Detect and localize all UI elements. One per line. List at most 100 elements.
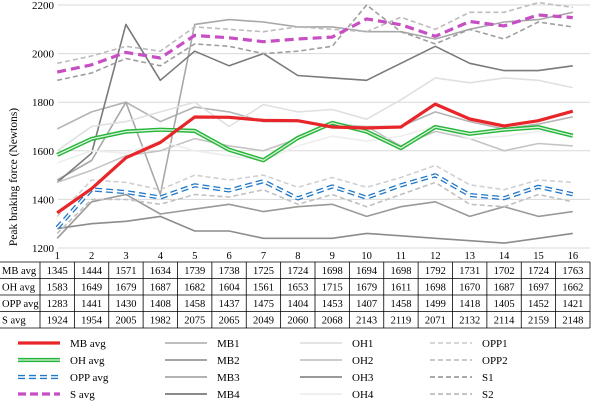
- legend-item-oh-avg: OH avg: [18, 355, 105, 367]
- table-cell: 1418: [459, 299, 480, 310]
- table-row-label: OPP avg: [2, 299, 39, 310]
- table-cell: 1679: [115, 283, 136, 294]
- series-line-mb4: [56, 23, 573, 184]
- y-axis-label: Peak braking force (Newtons): [8, 108, 20, 246]
- table-cell: 1649: [81, 283, 102, 294]
- table-cell: 1763: [562, 266, 583, 277]
- series-line-s2: [57, 1, 573, 65]
- table-cell: 1404: [287, 299, 309, 310]
- legend-item-oh1: OH1: [300, 338, 373, 350]
- table-cell: 1604: [219, 283, 241, 294]
- table-cell: 1441: [81, 299, 102, 310]
- x-tick-label: 14: [499, 251, 510, 262]
- series-line-opp1: [56, 164, 573, 217]
- table-cell: 1571: [115, 266, 136, 277]
- table-cell: 1982: [150, 316, 171, 327]
- average-series-lines: [55, 13, 574, 230]
- table-cell: 1430: [115, 299, 136, 310]
- y-tick-label: 1600: [32, 146, 55, 158]
- legend-label: OH1: [352, 338, 373, 350]
- x-tick-label: 4: [158, 251, 164, 262]
- table-cell: 1792: [425, 266, 446, 277]
- series-line-oh1: [56, 77, 573, 152]
- table-cell: 2132: [459, 316, 480, 327]
- x-tick-label: 2: [89, 251, 94, 262]
- x-tick-label: 8: [295, 251, 300, 262]
- table-cell: 1694: [356, 266, 378, 277]
- table-row-label: MB avg: [2, 266, 37, 277]
- table-cell: 1499: [425, 299, 446, 310]
- legend-item-oh3: OH3: [300, 372, 374, 384]
- table-cell: 1407: [356, 299, 377, 310]
- x-tick-label: 1: [55, 251, 60, 262]
- table-cell: 1345: [47, 266, 68, 277]
- table-cell: 2075: [184, 316, 205, 327]
- series-line-oh3: [57, 215, 573, 244]
- series-line-oh-avg: [56, 122, 573, 162]
- legend-item-oh2: OH2: [300, 355, 373, 367]
- table-cell: 1475: [253, 299, 274, 310]
- y-tick-labels: 1200 1400 1600 1800 2000 2200: [32, 0, 55, 255]
- legend: MB avg OH avg OPP avg S avg MB1 MB2 MB3 MB4 OH1 O…: [18, 338, 508, 401]
- legend-label: OH3: [352, 372, 374, 384]
- table-cell: 1408: [150, 299, 171, 310]
- table-cell: 2068: [322, 316, 343, 327]
- table-cell: 1634: [150, 266, 172, 277]
- series-line-oh4: [56, 125, 573, 164]
- table-cell: 2159: [528, 316, 549, 327]
- table-cell: 2143: [356, 316, 377, 327]
- legend-item-mb3: MB3: [165, 372, 240, 384]
- table-cell: 1682: [184, 283, 205, 294]
- table-cell: 1458: [390, 299, 411, 310]
- legend-label: OH4: [352, 389, 374, 401]
- y-tick-label: 1800: [32, 97, 55, 109]
- table-cell: 1724: [528, 266, 550, 277]
- table-cell: 1702: [494, 266, 515, 277]
- table-cell: 2049: [253, 316, 274, 327]
- legend-label: MB avg: [70, 338, 106, 350]
- table-cell: 1679: [356, 283, 377, 294]
- table-cell: 1687: [494, 283, 515, 294]
- legend-label: S avg: [70, 389, 95, 401]
- x-tick-label: 12: [430, 251, 441, 262]
- table-cell: 2005: [115, 316, 136, 327]
- table-cell: 1697: [528, 283, 549, 294]
- table-cell: 1283: [47, 299, 68, 310]
- legend-item-s-avg: S avg: [18, 389, 95, 401]
- table-row-label: S avg: [2, 316, 26, 327]
- table-cell: 1583: [47, 283, 68, 294]
- table-cell: 2060: [287, 316, 308, 327]
- x-tick-label: 9: [330, 251, 335, 262]
- legend-label: OPP avg: [70, 372, 109, 384]
- x-tick-label: 5: [192, 251, 197, 262]
- table-cell: 2148: [562, 316, 583, 327]
- data-table: MB avg 1345 1444 1571 1634 1739 1738 1725 1724 16…: [0, 261, 591, 329]
- x-tick-labels: 1 2 3 4 5 6 7 8 9 10 11 12 13 14 15 16: [55, 251, 579, 262]
- table-cell: 1453: [322, 299, 343, 310]
- table-cell: 1670: [459, 283, 480, 294]
- x-tick-label: 6: [226, 251, 231, 262]
- legend-item-mb2: MB2: [165, 355, 240, 367]
- x-tick-label: 13: [464, 251, 475, 262]
- gridlines: [58, 4, 590, 249]
- table-cell: 1421: [562, 299, 583, 310]
- table-cell: 1662: [562, 283, 583, 294]
- table-cell: 1731: [459, 266, 480, 277]
- legend-label: OH2: [352, 355, 373, 367]
- legend-label: OPP1: [482, 338, 508, 350]
- x-tick-label: 7: [261, 251, 266, 262]
- legend-label: OPP2: [482, 355, 508, 367]
- table-cell: 1738: [219, 266, 240, 277]
- legend-label: MB2: [217, 355, 240, 367]
- table-cell: 1698: [322, 266, 343, 277]
- x-tick-label: 10: [361, 251, 372, 262]
- x-tick-label: 15: [533, 251, 544, 262]
- y-tick-label: 2200: [32, 0, 55, 12]
- x-tick-label: 3: [123, 251, 128, 262]
- series-line-mb3: [56, 11, 573, 196]
- legend-item-mb-avg: MB avg: [18, 338, 106, 350]
- table-cell: 2065: [219, 316, 240, 327]
- series-line-s-avg: [56, 13, 573, 74]
